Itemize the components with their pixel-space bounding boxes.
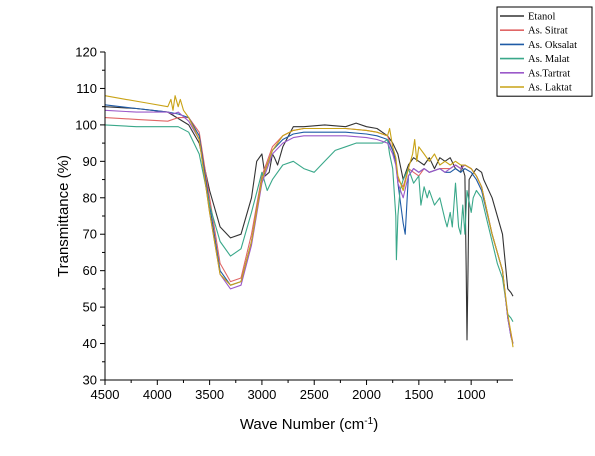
y-tick-label: 50 xyxy=(83,300,97,315)
x-tick-label: 4000 xyxy=(143,387,172,402)
series-line-as-malat xyxy=(104,124,514,322)
x-axis-title: Wave Number (cm-1) xyxy=(240,416,378,433)
x-axis-title-suffix: ) xyxy=(373,416,378,433)
x-tick-label: 1000 xyxy=(457,387,486,402)
x-tick-label: 3000 xyxy=(247,387,276,402)
x-tick-label: 1500 xyxy=(404,387,433,402)
y-tick-label: 100 xyxy=(75,117,97,132)
legend-label: As. Laktat xyxy=(528,83,572,94)
axis-layer: 4500 4000 3500 3000 2500 2000 1500 1000 30 40 50 60… xyxy=(75,45,513,402)
legend-label: As. Sitrat xyxy=(528,26,568,37)
y-tick-label: 110 xyxy=(76,81,97,96)
y-tick-label: 40 xyxy=(83,336,97,351)
y-tick-label: 80 xyxy=(83,190,97,205)
legend-label: Etanol xyxy=(528,12,555,23)
legend-label: As. Oksalat xyxy=(528,40,577,51)
x-tick-label: 2500 xyxy=(300,387,329,402)
x-axis-title-main: Wave Number (cm xyxy=(240,416,364,433)
legend-box xyxy=(496,6,593,97)
series-line-etanol xyxy=(104,106,514,341)
series-line-as-laktat xyxy=(104,95,514,348)
x-tick-label: 2000 xyxy=(352,387,381,402)
legend-label: As. Malat xyxy=(528,54,569,65)
y-tick-label: 120 xyxy=(75,45,97,60)
series-layer xyxy=(104,95,514,348)
y-tick-label: 60 xyxy=(83,263,97,278)
series-line-as-sitrat xyxy=(104,117,514,344)
legend: Etanol As. Sitrat As. Oksalat As. Malat As.T… xyxy=(496,6,593,97)
legend-label: As.Tartrat xyxy=(528,68,570,79)
x-tick-label: 4500 xyxy=(91,387,120,402)
y-tick-label: 30 xyxy=(83,373,97,388)
x-tick-label: 3500 xyxy=(195,387,224,402)
x-axis-title-superscript: -1 xyxy=(364,416,373,427)
y-tick-label: 70 xyxy=(83,227,97,242)
y-tick-label: 90 xyxy=(83,154,97,169)
y-axis-title: Transmittance (%) xyxy=(55,155,72,277)
